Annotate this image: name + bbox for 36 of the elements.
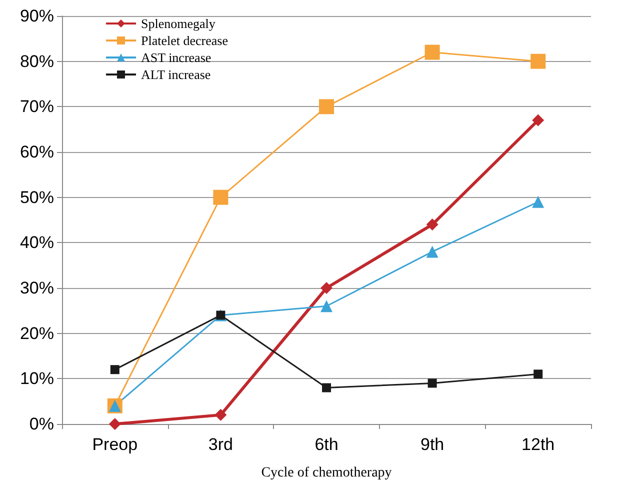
legend-label: Platelet decrease — [141, 33, 228, 48]
y-tick-label: 50% — [20, 188, 54, 207]
x-tick-label: 9th — [420, 435, 444, 454]
point — [426, 218, 438, 231]
point — [534, 370, 543, 379]
x-tick-label: 3rd — [208, 435, 233, 454]
legend-label: AST increase — [141, 50, 212, 65]
x-axis-title: Cycle of chemotherapy — [261, 466, 392, 480]
x-tick-label: Preop — [92, 435, 138, 454]
point — [110, 365, 120, 374]
point — [214, 408, 227, 421]
y-tick-label: 80% — [20, 52, 54, 71]
point — [320, 300, 332, 312]
y-tick-label: 10% — [20, 369, 54, 388]
point — [213, 190, 228, 205]
point — [532, 196, 544, 208]
point — [320, 282, 332, 294]
point — [322, 383, 331, 392]
x-tick-label: 12th — [522, 435, 555, 454]
point — [530, 54, 546, 69]
x-tick-label: 6th — [314, 435, 338, 454]
y-tick-label: 20% — [20, 324, 54, 343]
y-tick-label: 30% — [20, 278, 54, 298]
point — [532, 114, 544, 126]
y-tick-label: 70% — [20, 97, 54, 116]
y-tick-label: 0% — [29, 414, 54, 434]
point — [108, 418, 121, 430]
point — [319, 99, 334, 114]
legend-label: ALT increase — [141, 67, 211, 82]
point — [426, 246, 438, 258]
point — [424, 44, 440, 60]
legend-label: Splenomegaly — [141, 16, 216, 31]
y-tick-label: 40% — [20, 233, 54, 252]
y-tick-label: 90% — [20, 6, 54, 26]
y-tick-label: 60% — [20, 142, 54, 162]
point — [428, 378, 437, 388]
